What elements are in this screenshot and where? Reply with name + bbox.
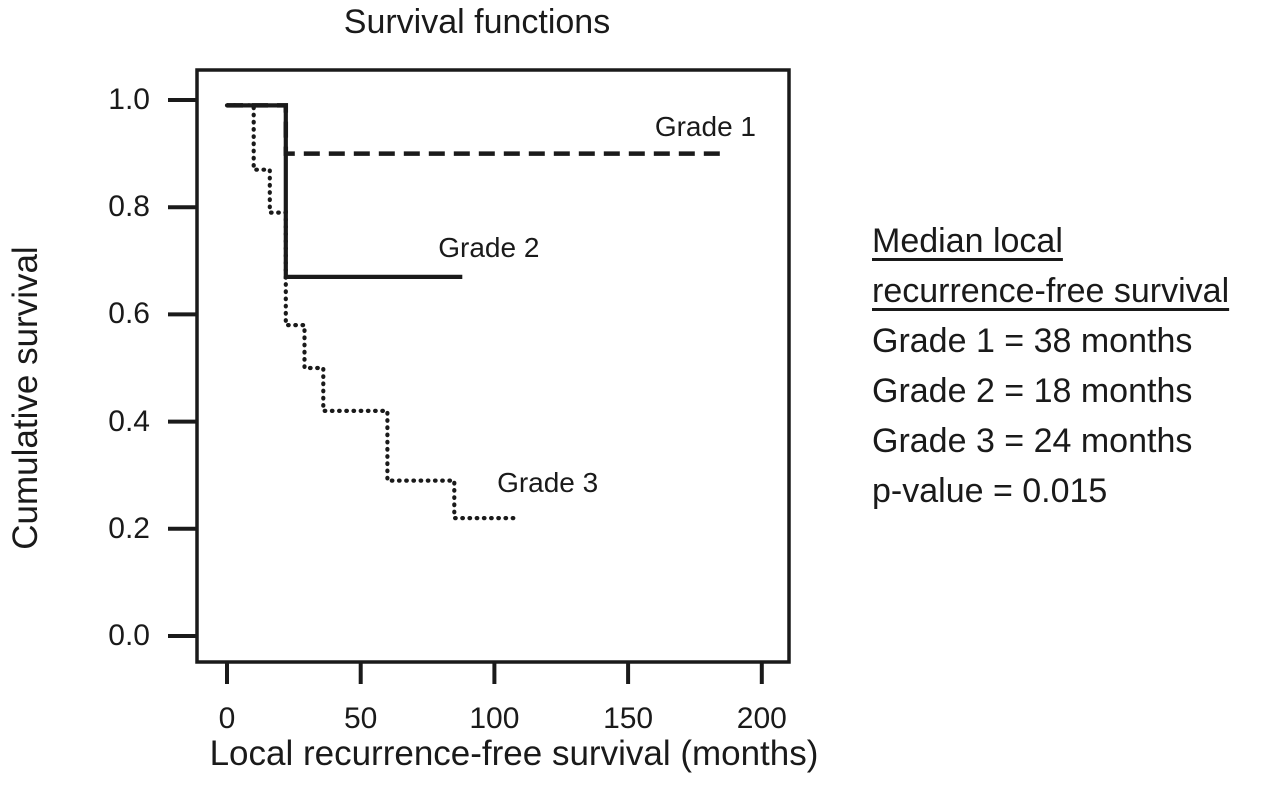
y-tick-label: 0.8 xyxy=(108,190,150,224)
series-label-grade-3: Grade 3 xyxy=(497,467,599,499)
median-survival-panel: Median local recurrence-free survival Gr… xyxy=(872,216,1229,516)
x-tick-label: 100 xyxy=(469,702,520,735)
y-tick-label: 0.2 xyxy=(108,511,150,545)
y-tick-label: 1.0 xyxy=(108,83,150,116)
series-grade-2 xyxy=(227,103,463,279)
series-grade-3 xyxy=(224,103,521,521)
y-tick-label: 0.0 xyxy=(108,619,150,652)
y-tick-label: 0.6 xyxy=(108,297,150,331)
series-label-grade-2: Grade 2 xyxy=(438,231,540,263)
x-axis-label: Local recurrence-free survival (months) xyxy=(209,734,819,773)
x-tick-label: 0 xyxy=(218,702,236,735)
panel-p-value: p-value = 0.015 xyxy=(872,472,1108,510)
y-axis-label: Cumulative survival xyxy=(6,246,45,550)
panel-grade2-median: Grade 2 = 18 months xyxy=(872,372,1193,410)
series-label-grade-1: Grade 1 xyxy=(654,110,756,142)
y-tick-label: 0.4 xyxy=(108,404,150,438)
x-tick-label: 150 xyxy=(603,702,654,735)
x-tick-label: 200 xyxy=(736,702,787,735)
x-tick-label: 50 xyxy=(344,702,378,735)
chart-title: Survival functions xyxy=(343,3,611,41)
panel-heading-line2: recurrence-free survival xyxy=(872,272,1230,310)
panel-heading-line1: Median local xyxy=(872,222,1063,260)
panel-grade1-median: Grade 1 = 38 months xyxy=(872,322,1193,360)
series-grade-1 xyxy=(227,103,727,156)
panel-grade3-median: Grade 3 = 24 months xyxy=(872,422,1193,460)
